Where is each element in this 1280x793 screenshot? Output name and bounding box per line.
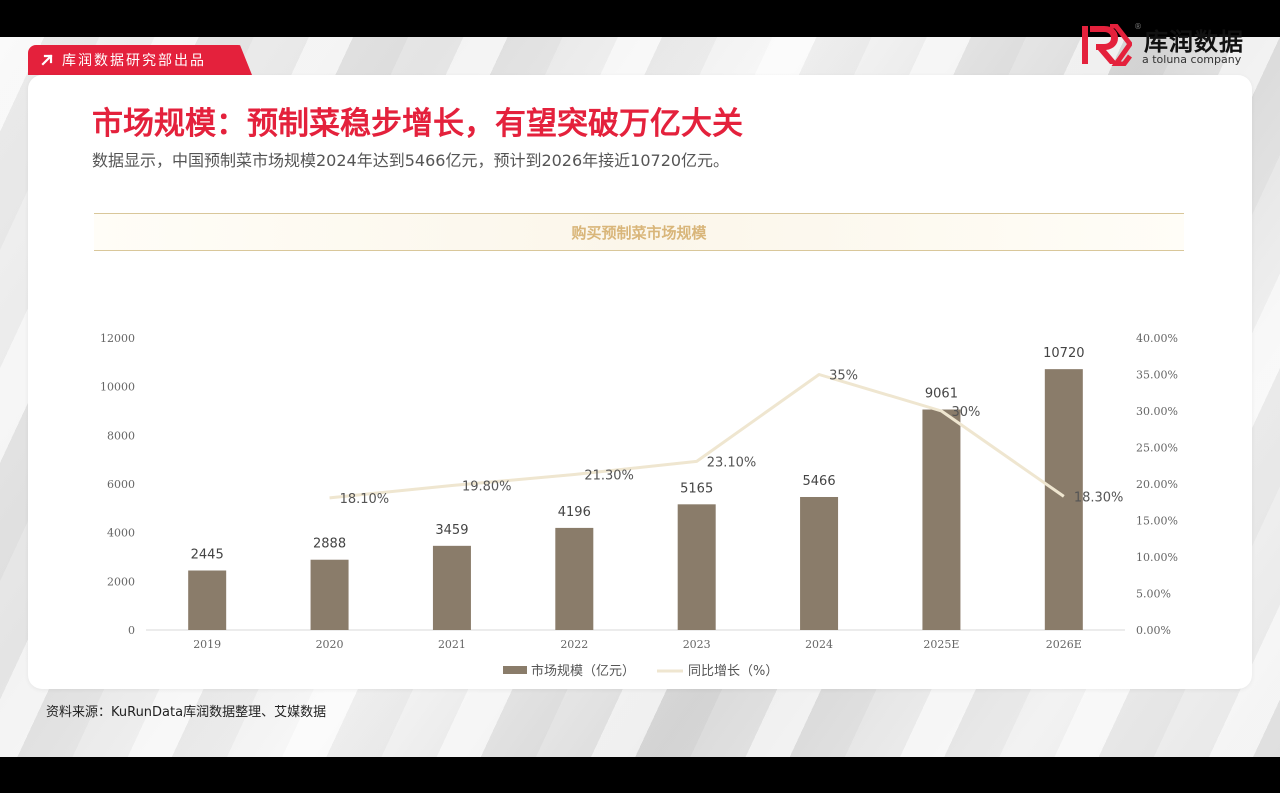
brand-name: 库润数据 — [1144, 28, 1244, 56]
y-right-tick-label: 25.00% — [1136, 442, 1178, 455]
bar — [555, 527, 594, 630]
y-left-tick-label: 2000 — [107, 575, 135, 588]
registered-mark: ® — [1134, 22, 1142, 31]
bar — [922, 409, 961, 630]
chart-title: 购买预制菜市场规模 — [94, 213, 1184, 251]
bar — [432, 545, 471, 630]
bar-data-label: 9061 — [925, 387, 958, 402]
bar — [310, 559, 349, 630]
bar — [800, 496, 839, 630]
growth-line — [329, 373, 1065, 500]
bar-data-label: 3459 — [435, 523, 468, 538]
legend-line-label: 同比增长（%） — [688, 664, 778, 679]
arrow-up-right-icon — [41, 54, 53, 66]
legend-bar-label: 市场规模（亿元） — [531, 663, 635, 679]
bar — [1044, 369, 1083, 630]
x-tick-label: 2022 — [560, 638, 588, 651]
y-left-tick-label: 4000 — [107, 527, 135, 540]
y-right-tick-label: 15.00% — [1136, 515, 1178, 528]
x-tick-label: 2025E — [923, 638, 959, 651]
brand-logo: ® 库润数据 a toluna company — [1080, 22, 1260, 70]
x-tick-label: 2026E — [1046, 638, 1082, 651]
department-tag-label: 库润数据研究部出品 — [62, 53, 206, 69]
y-right-tick-label: 30.00% — [1136, 405, 1178, 418]
brand-tagline: a toluna company — [1142, 53, 1242, 66]
line-data-label: 35% — [829, 369, 858, 384]
x-tick-label: 2024 — [805, 638, 833, 651]
bar-data-label: 5466 — [803, 474, 836, 489]
legend-bar-swatch — [503, 666, 527, 674]
bar-data-label: 5165 — [680, 481, 713, 496]
y-left-tick-label: 8000 — [107, 429, 135, 442]
y-right-tick-label: 10.00% — [1136, 551, 1178, 564]
bar-data-label: 2445 — [191, 548, 224, 563]
page-title: 市场规模：预制菜稳步增长，有望突破万亿大关 — [92, 106, 743, 142]
x-tick-label: 2019 — [193, 638, 221, 651]
y-right-tick-label: 5.00% — [1136, 588, 1171, 601]
y-right-tick-label: 20.00% — [1136, 478, 1178, 491]
line-data-label: 18.30% — [1074, 490, 1124, 505]
y-left-tick-label: 10000 — [100, 381, 135, 394]
bar — [677, 504, 716, 630]
line-data-label: 30% — [951, 405, 980, 420]
x-tick-label: 2021 — [438, 638, 466, 651]
x-tick-label: 2020 — [316, 638, 344, 651]
page-subtitle: 数据显示，中国预制菜市场规模2024年达到5466亿元，预计到2026年接近10… — [92, 151, 730, 170]
bar-data-label: 2888 — [313, 537, 346, 552]
chart-title-text: 购买预制菜市场规模 — [571, 223, 707, 242]
kurun-logo-icon — [1082, 24, 1132, 66]
line-data-label: 21.30% — [584, 469, 634, 484]
line-data-label: 19.80% — [462, 479, 512, 494]
x-tick-label: 2023 — [683, 638, 711, 651]
y-left-tick-label: 6000 — [107, 478, 135, 491]
y-left-tick-label: 12000 — [100, 332, 135, 345]
y-left-tick-label: 0 — [128, 624, 135, 637]
line-data-label: 23.10% — [707, 455, 757, 470]
bar-data-label: 4196 — [558, 505, 591, 520]
bar — [188, 570, 227, 630]
department-tag: 库润数据研究部出品 — [28, 45, 252, 75]
bar-data-label: 10720 — [1043, 346, 1084, 361]
source-note: 资料来源：KuRunData库润数据整理、艾媒数据 — [46, 705, 327, 720]
y-right-tick-label: 0.00% — [1136, 624, 1171, 637]
y-right-tick-label: 40.00% — [1136, 332, 1178, 345]
line-data-label: 18.10% — [340, 492, 390, 507]
y-right-tick-label: 35.00% — [1136, 369, 1178, 382]
